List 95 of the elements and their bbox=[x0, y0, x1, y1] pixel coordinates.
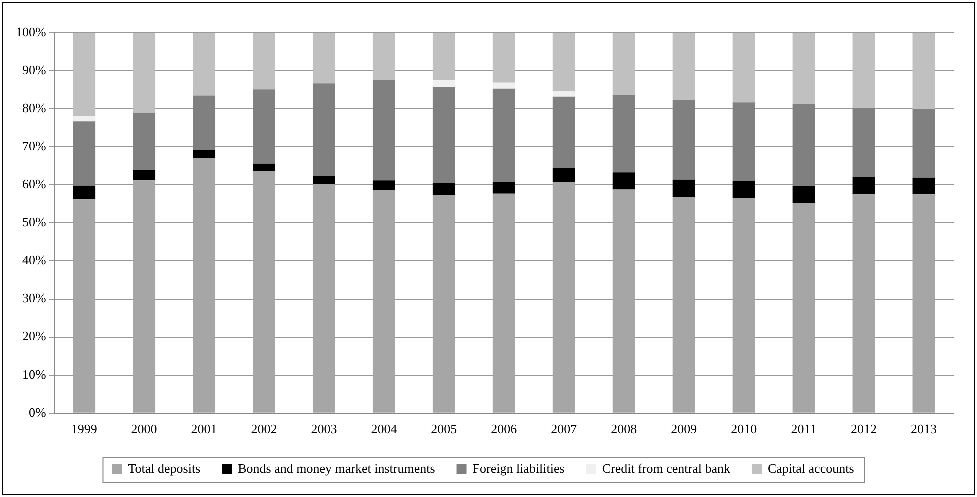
bar bbox=[492, 182, 516, 194]
bar bbox=[193, 96, 216, 150]
bar bbox=[912, 178, 936, 195]
bar bbox=[253, 90, 276, 164]
legend-label: Total deposits bbox=[128, 460, 201, 476]
bar bbox=[253, 171, 276, 413]
x-tick-label: 2008 bbox=[611, 422, 638, 437]
bar bbox=[253, 164, 276, 172]
bar bbox=[73, 200, 96, 413]
x-tick-label: 1999 bbox=[71, 422, 98, 437]
bar bbox=[312, 176, 336, 184]
bar bbox=[193, 150, 216, 158]
bar bbox=[73, 116, 96, 122]
bar bbox=[912, 194, 936, 413]
bar bbox=[73, 33, 96, 116]
y-tick-label: 10% bbox=[22, 366, 46, 382]
bar bbox=[672, 197, 696, 413]
y-tick-label: 80% bbox=[22, 100, 46, 116]
x-tick-label: 2010 bbox=[731, 422, 758, 437]
y-tick-label: 20% bbox=[22, 328, 46, 344]
x-tick-label: 2012 bbox=[851, 422, 878, 437]
bar bbox=[732, 102, 756, 181]
bar bbox=[432, 195, 456, 413]
x-tick-label: 2003 bbox=[311, 422, 338, 437]
bar bbox=[432, 87, 456, 184]
y-tick-label: 100% bbox=[16, 24, 46, 40]
bar bbox=[612, 190, 636, 413]
bar bbox=[732, 33, 756, 103]
bar bbox=[672, 180, 696, 198]
x-tick-label: 2009 bbox=[671, 422, 698, 437]
x-tick-label: 2013 bbox=[911, 422, 938, 437]
bar bbox=[133, 170, 156, 181]
bar bbox=[312, 84, 336, 176]
y-tick-label: 30% bbox=[22, 290, 46, 306]
bar bbox=[912, 109, 936, 178]
bar bbox=[552, 92, 576, 97]
bar bbox=[312, 33, 336, 84]
legend-label: Foreign liabilities bbox=[472, 460, 565, 476]
bar bbox=[432, 183, 456, 196]
bar bbox=[852, 108, 876, 178]
x-tick-label: 2001 bbox=[191, 422, 218, 437]
legend-label: Credit from central bank bbox=[602, 460, 731, 476]
x-tick-label: 2000 bbox=[131, 422, 158, 437]
bar bbox=[672, 33, 696, 100]
bar bbox=[372, 33, 396, 81]
bar bbox=[432, 80, 456, 88]
bar bbox=[552, 168, 576, 182]
bar bbox=[492, 88, 516, 182]
bar bbox=[612, 95, 636, 173]
y-tick-label: 60% bbox=[22, 176, 46, 192]
bar bbox=[792, 33, 816, 104]
x-tick-label: 2005 bbox=[431, 422, 458, 437]
bar bbox=[612, 172, 636, 190]
bar bbox=[312, 184, 336, 413]
bar bbox=[912, 33, 936, 110]
bar bbox=[133, 33, 156, 113]
bar bbox=[612, 33, 636, 96]
bar bbox=[792, 186, 816, 204]
y-tick-label: 40% bbox=[22, 252, 46, 268]
y-tick-label: 0% bbox=[28, 404, 46, 420]
bar bbox=[372, 180, 396, 190]
bar bbox=[732, 198, 756, 413]
bar bbox=[372, 190, 396, 413]
x-tick-label: 2011 bbox=[791, 422, 817, 437]
bar bbox=[492, 33, 516, 83]
bar bbox=[73, 186, 96, 200]
x-tick-label: 2002 bbox=[251, 422, 278, 437]
y-tick-label: 70% bbox=[22, 138, 46, 154]
bar bbox=[253, 33, 276, 90]
bar bbox=[133, 112, 156, 170]
x-tick-label: 2004 bbox=[371, 422, 398, 437]
bar bbox=[432, 33, 456, 80]
bar bbox=[73, 122, 96, 186]
legend-label: Capital accounts bbox=[768, 460, 854, 476]
bar bbox=[492, 82, 516, 89]
bar bbox=[193, 158, 216, 413]
bar bbox=[552, 96, 576, 168]
y-tick-label: 90% bbox=[22, 62, 46, 78]
bar bbox=[852, 194, 876, 413]
bar bbox=[852, 178, 876, 195]
bar bbox=[792, 104, 816, 186]
bar bbox=[492, 194, 516, 413]
bar bbox=[852, 33, 876, 108]
bar bbox=[672, 100, 696, 180]
bar bbox=[133, 180, 156, 413]
bar bbox=[193, 33, 216, 96]
bar bbox=[372, 80, 396, 181]
bar bbox=[552, 182, 576, 413]
legend-label: Bonds and money market instruments bbox=[238, 460, 436, 476]
x-tick-label: 2006 bbox=[491, 422, 518, 437]
bar bbox=[732, 180, 756, 198]
bar bbox=[552, 33, 576, 92]
bar bbox=[792, 203, 816, 413]
x-tick-label: 2007 bbox=[551, 422, 578, 437]
y-tick-label: 50% bbox=[22, 214, 46, 230]
